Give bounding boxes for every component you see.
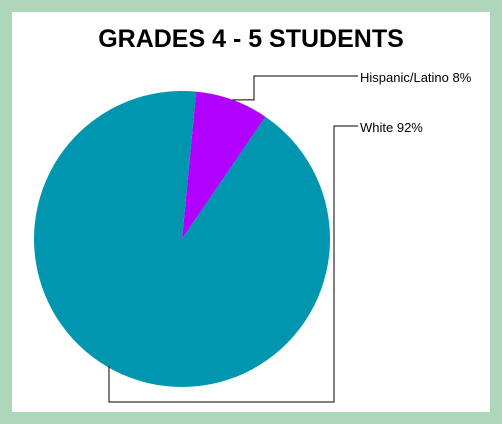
chart-frame: GRADES 4 - 5 STUDENTS Hispanic/Latino 8%… (12, 12, 490, 412)
slice-label-hispanic-latino: Hispanic/Latino 8% (360, 70, 472, 85)
leader-lines (108, 75, 358, 403)
leader-line-hispanic-latino (232, 75, 358, 101)
leader-line-white (108, 125, 358, 403)
pie-slice-white (34, 91, 330, 387)
pie-chart: GRADES 4 - 5 STUDENTS Hispanic/Latino 8%… (34, 25, 472, 403)
pie-slice-hispanic-latino (182, 91, 266, 239)
pie-slices (34, 91, 330, 387)
chart-title: GRADES 4 - 5 STUDENTS (98, 25, 404, 53)
slice-label-white: White 92% (360, 120, 423, 135)
